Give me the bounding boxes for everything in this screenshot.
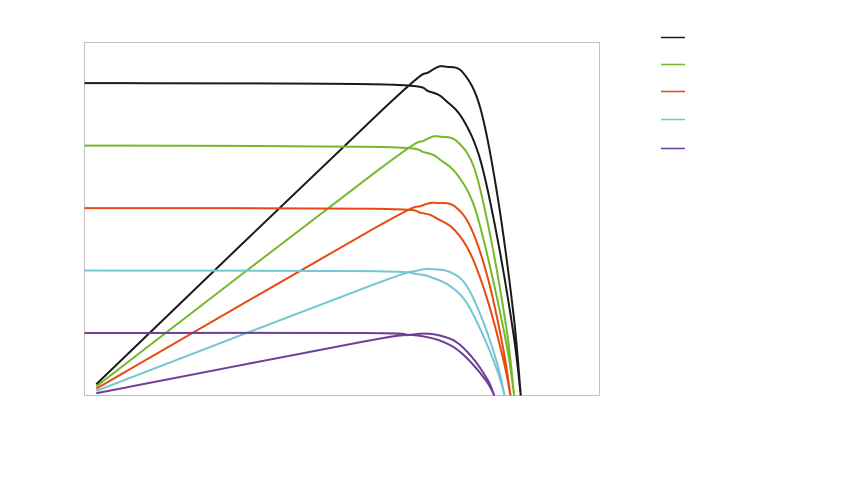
series-3-power-line — [95, 201, 512, 396]
series-2-power-line — [95, 135, 516, 396]
series-2-current-line — [84, 144, 516, 396]
series-5-power-line — [96, 332, 496, 396]
series-3-current-line — [84, 207, 512, 396]
series-4-power-line — [95, 267, 506, 396]
series-layer — [84, 65, 522, 396]
series-4-current-line — [84, 269, 506, 396]
series-1-current-line — [84, 82, 522, 396]
legend — [661, 36, 685, 150]
series-5-current-line — [84, 331, 496, 396]
plot-area-frame — [84, 42, 600, 396]
series-1-power-line — [95, 65, 522, 396]
